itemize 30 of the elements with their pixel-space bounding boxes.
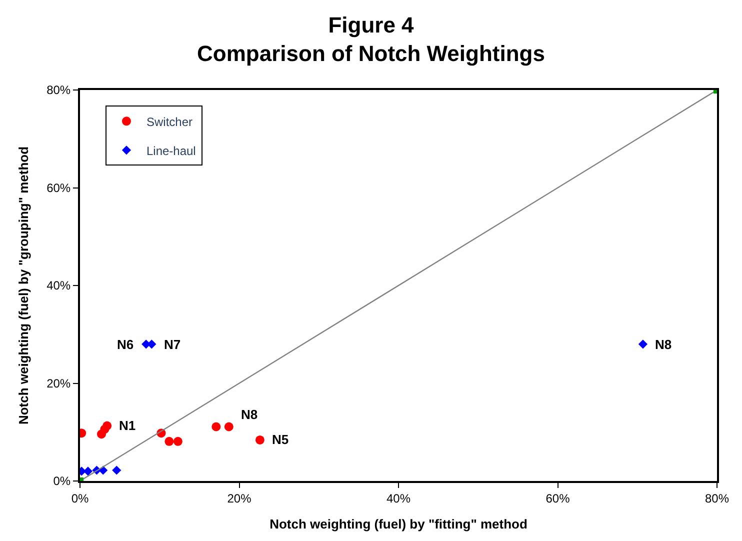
annotation: N6 <box>117 337 134 352</box>
y-tick-label: 0% <box>53 474 71 488</box>
x-tick-label: 20% <box>227 491 252 506</box>
x-tick-label: 60% <box>546 491 570 506</box>
x-tick-label: 80% <box>704 491 730 506</box>
point <box>164 436 174 446</box>
x-tick-label: 0% <box>71 491 89 506</box>
point <box>102 421 112 430</box>
legend-label: Line-haul <box>146 144 196 158</box>
annotation: N1 <box>119 418 136 433</box>
annotation: N8 <box>241 407 258 422</box>
annotation: N8 <box>655 337 672 352</box>
point <box>255 435 264 444</box>
point <box>112 466 122 475</box>
y-tick-label: 60% <box>46 180 71 195</box>
point <box>83 466 93 476</box>
y-tick-label: 80% <box>46 83 71 98</box>
annotation: N5 <box>272 432 289 447</box>
y-tick-label: 20% <box>46 376 71 390</box>
point <box>224 422 234 432</box>
y-axis-title: Notch weighting (fuel) by "grouping" method <box>16 146 32 425</box>
point <box>173 436 182 446</box>
x-tick-label: 40% <box>386 491 411 506</box>
y-tick-label: 40% <box>46 278 71 293</box>
annotation: N7 <box>164 337 181 352</box>
x-axis-title: Notch weighting (fuel) by "fitting" method <box>270 516 528 532</box>
legend-label: Switcher <box>146 114 192 129</box>
point <box>638 340 648 349</box>
chart-title: Figure 4 Comparison of Notch Weightings <box>197 12 545 66</box>
point <box>212 422 221 432</box>
